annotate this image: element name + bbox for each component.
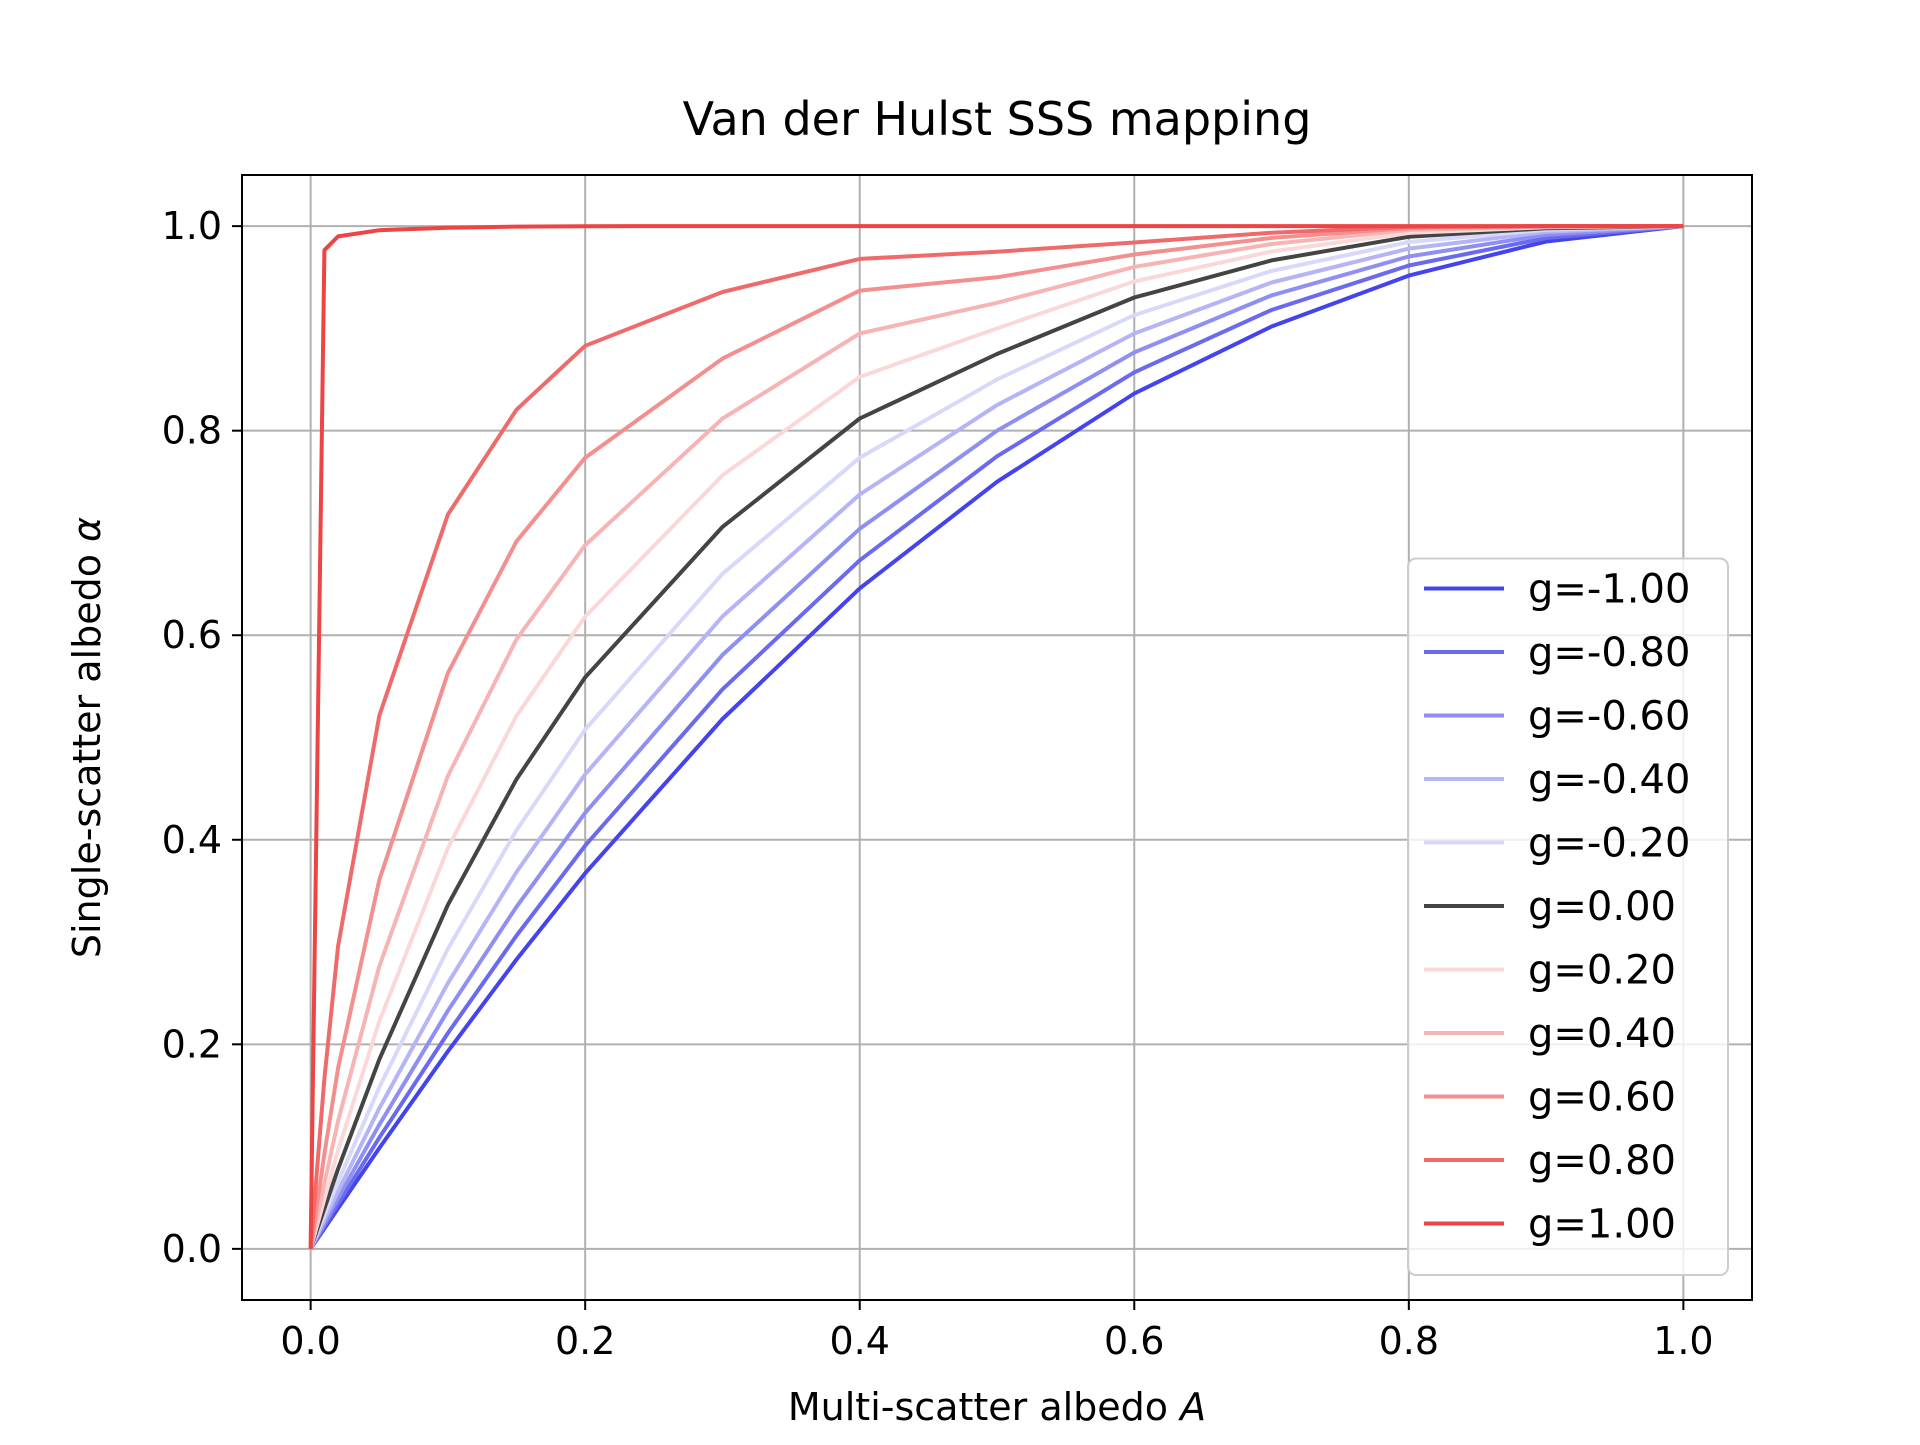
legend-label: g=0.60 (1528, 1075, 1676, 1121)
y-tick-label: 0.6 (162, 613, 222, 657)
legend-label: g=0.20 (1528, 948, 1676, 994)
series-lines (308, 224, 1684, 1251)
x-axis-label: Multi-scatter albedo A (788, 1385, 1206, 1429)
series-line-g=0.00 (308, 224, 1684, 1250)
x-tick-label: 0.8 (1379, 1319, 1439, 1363)
plot-frame (241, 174, 1753, 1301)
series-line-g=0.80 (308, 224, 1684, 1250)
x-tick-label: 0.2 (555, 1319, 615, 1363)
y-tick-label: 0.8 (162, 409, 222, 453)
legend-label: g=1.00 (1528, 1202, 1676, 1248)
y-axis-label: Single-scatter albedo α (65, 517, 109, 958)
legend-label: g=-0.60 (1528, 694, 1690, 740)
y-tick-label: 0.0 (162, 1227, 222, 1271)
x-axis-label-symbol: A (1177, 1385, 1206, 1429)
x-tick-label: 0.0 (280, 1319, 340, 1363)
legend-label: g=0.80 (1528, 1138, 1676, 1184)
y-tick-label: 0.2 (162, 1022, 222, 1066)
axis-ticks: 0.0 0.2 0.4 0.6 0.8 1.0 0.0 0.2 0.4 0.6 0.8 1.0 (162, 204, 1714, 1363)
series-line-g=0.60 (308, 224, 1684, 1250)
legend-label: g=-0.40 (1528, 757, 1690, 803)
chart-title: Van der Hulst SSS mapping (683, 92, 1312, 146)
series-line-g=0.20 (308, 224, 1684, 1250)
legend-label: g=-0.20 (1528, 821, 1690, 867)
series-line-g=-0.60 (308, 224, 1684, 1250)
series-line-g=0.40 (308, 224, 1684, 1250)
legend-label: g=0.00 (1528, 884, 1676, 930)
legend-label: g=-0.80 (1528, 630, 1690, 676)
legend: g=-1.00 g=-0.80 g=-0.60 g=-0.40 g=-0.20 g=0.0… (1407, 557, 1729, 1276)
x-tick-label: 0.4 (830, 1319, 890, 1363)
x-tick-label: 0.6 (1104, 1319, 1164, 1363)
series-line-g=-1.00 (308, 224, 1684, 1251)
series-line-g=-0.40 (308, 224, 1684, 1250)
x-axis-label-text: Multi-scatter albedo (788, 1385, 1180, 1429)
y-axis-label-text: Single-scatter albedo (65, 542, 109, 958)
y-tick-label: 1.0 (162, 204, 222, 248)
x-tick-label: 1.0 (1653, 1319, 1713, 1363)
series-line-g=-0.80 (308, 224, 1684, 1250)
y-axis-label-symbol: α (65, 517, 109, 542)
legend-label: g=-1.00 (1528, 567, 1690, 613)
series-line-g=1.00 (308, 224, 1684, 1249)
legend-label: g=0.40 (1528, 1011, 1676, 1057)
series-line-g=-0.20 (308, 224, 1684, 1250)
y-tick-label: 0.4 (162, 818, 222, 862)
